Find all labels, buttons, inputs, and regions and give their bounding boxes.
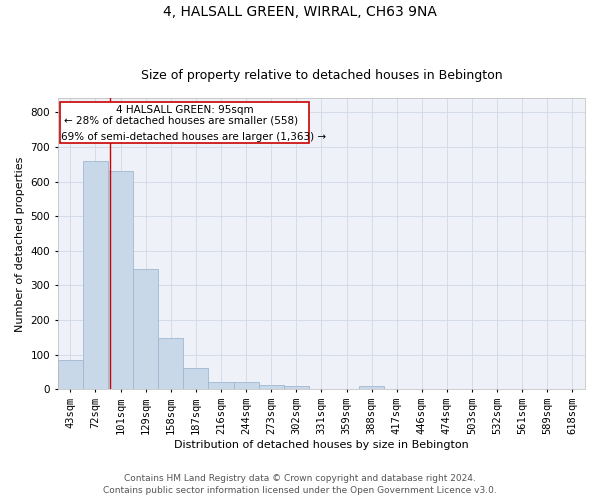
Bar [58, 360, 83, 390]
Bar [359, 386, 384, 390]
X-axis label: Distribution of detached houses by size in Bebington: Distribution of detached houses by size … [174, 440, 469, 450]
Bar [158, 338, 184, 390]
Text: 4, HALSALL GREEN, WIRRAL, CH63 9NA: 4, HALSALL GREEN, WIRRAL, CH63 9NA [163, 5, 437, 19]
Text: 4 HALSALL GREEN: 95sqm: 4 HALSALL GREEN: 95sqm [116, 106, 253, 116]
Text: ← 28% of detached houses are smaller (558): ← 28% of detached houses are smaller (55… [64, 116, 298, 126]
Bar [259, 385, 284, 390]
Text: Contains HM Land Registry data © Crown copyright and database right 2024.
Contai: Contains HM Land Registry data © Crown c… [103, 474, 497, 495]
Bar [208, 382, 233, 390]
Bar [284, 386, 309, 390]
Bar [233, 382, 259, 390]
Text: 69% of semi-detached houses are larger (1,363) →: 69% of semi-detached houses are larger (… [61, 132, 326, 142]
Bar [184, 368, 208, 390]
FancyBboxPatch shape [60, 102, 309, 144]
Y-axis label: Number of detached properties: Number of detached properties [15, 156, 25, 332]
Bar [83, 161, 108, 390]
Bar [108, 171, 133, 390]
Bar [133, 269, 158, 390]
Title: Size of property relative to detached houses in Bebington: Size of property relative to detached ho… [140, 69, 502, 82]
